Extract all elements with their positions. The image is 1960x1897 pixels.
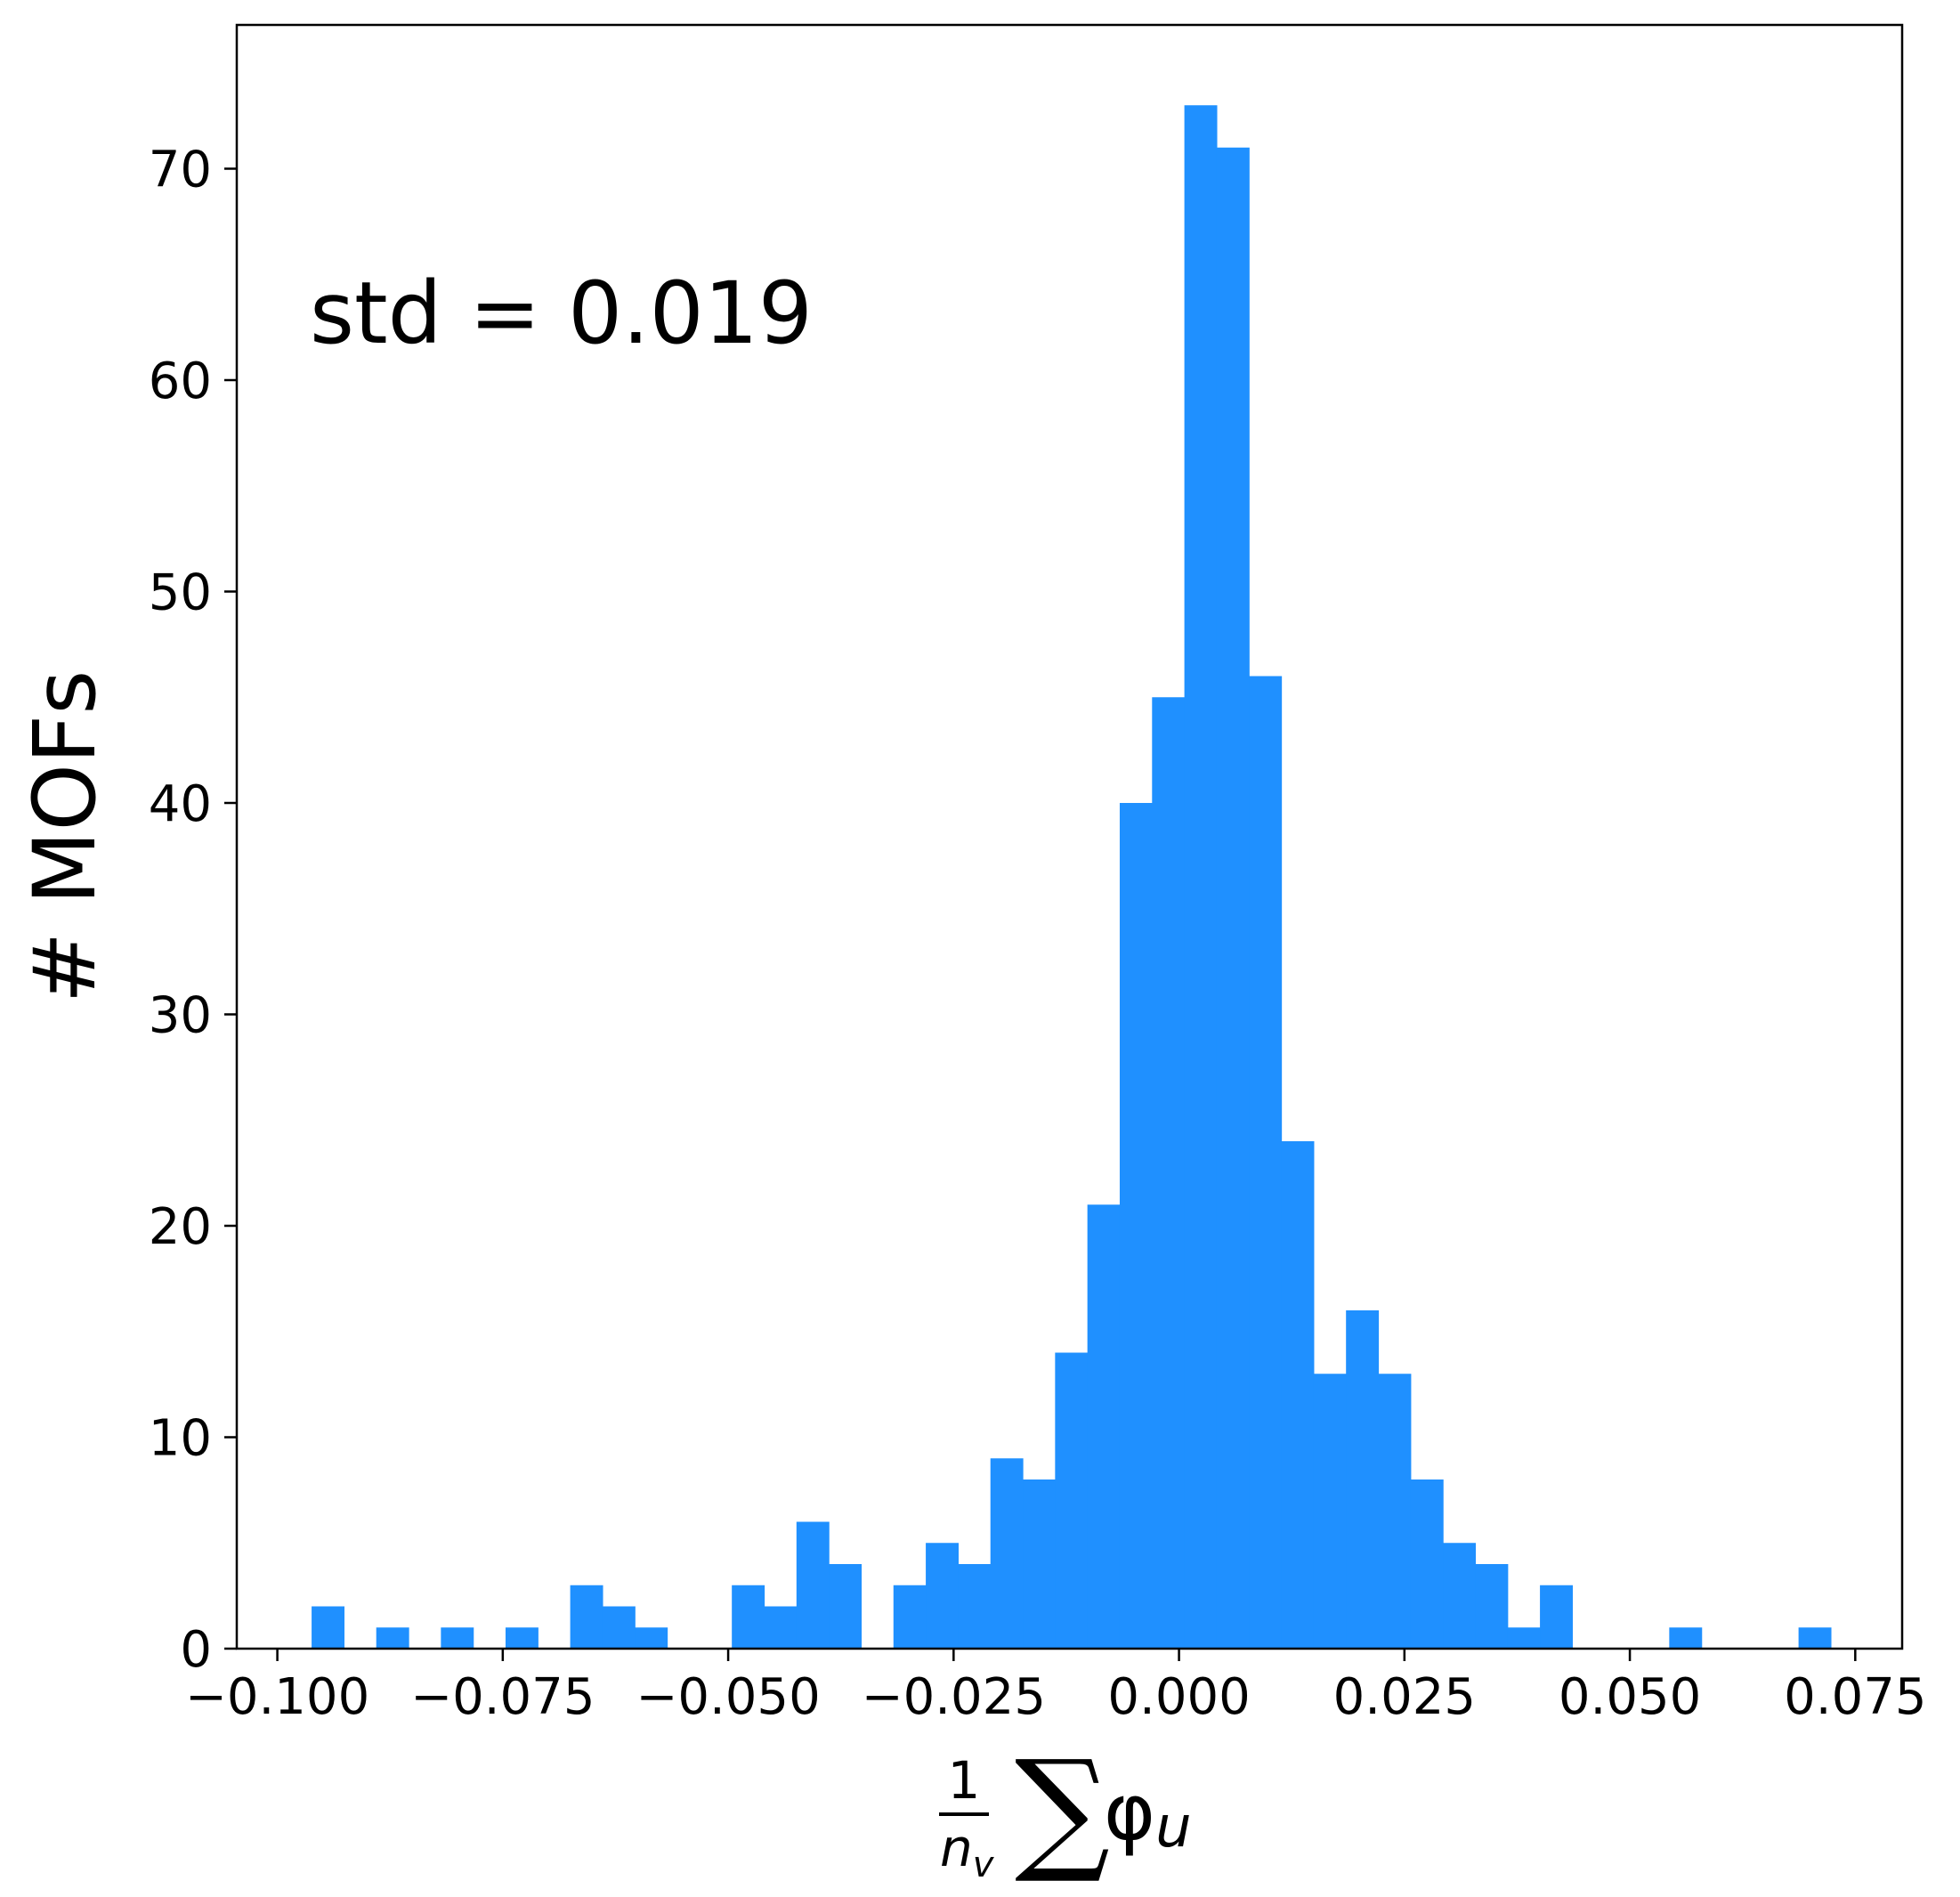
x-axis-ticks: −0.100 −0.075 −0.050 −0.025 0.000 0.025 0.050 0… bbox=[185, 1649, 1926, 1726]
histogram-bar bbox=[1669, 1627, 1703, 1649]
y-tick-label: 70 bbox=[149, 142, 212, 199]
x-label-numerator: 1 bbox=[948, 1750, 981, 1811]
histogram-bar bbox=[1507, 1627, 1541, 1649]
histogram-bar bbox=[990, 1458, 1024, 1649]
histogram-bars bbox=[312, 105, 1832, 1649]
x-label-sum-operator: ∑ bbox=[1015, 1732, 1110, 1887]
histogram-bar bbox=[1443, 1543, 1477, 1649]
histogram-bar bbox=[829, 1564, 863, 1649]
histogram-bar bbox=[570, 1585, 603, 1649]
x-tick-label: 0.025 bbox=[1333, 1668, 1476, 1726]
histogram-bar bbox=[1249, 676, 1283, 1649]
histogram-bar bbox=[1410, 1479, 1444, 1649]
histogram-bar bbox=[1055, 1352, 1089, 1649]
x-tick-label: 0.050 bbox=[1559, 1668, 1701, 1726]
histogram-bar bbox=[1281, 1141, 1315, 1649]
y-tick-label: 20 bbox=[149, 1198, 212, 1256]
y-axis-ticks: 0 10 20 30 40 50 60 70 bbox=[149, 142, 237, 1679]
histogram-bar bbox=[1378, 1374, 1412, 1649]
x-tick-label: 0.000 bbox=[1107, 1668, 1250, 1726]
histogram-bar bbox=[732, 1585, 765, 1649]
y-tick-label: 60 bbox=[149, 353, 212, 410]
histogram-bar bbox=[1216, 147, 1250, 1649]
y-axis-label: # MOFs bbox=[15, 670, 115, 1004]
histogram-bar bbox=[602, 1606, 636, 1649]
histogram-bar bbox=[1313, 1374, 1347, 1649]
y-tick-label: 30 bbox=[149, 987, 212, 1045]
x-label-symbol: φu bbox=[1104, 1766, 1192, 1861]
x-tick-label: −0.050 bbox=[636, 1668, 820, 1726]
std-annotation: std = 0.019 bbox=[310, 263, 813, 363]
y-tick-label: 40 bbox=[149, 775, 212, 833]
histogram-bar bbox=[441, 1627, 474, 1649]
plot-frame bbox=[235, 23, 1904, 1650]
histogram-bar bbox=[1540, 1585, 1573, 1649]
y-tick-label: 10 bbox=[149, 1410, 212, 1468]
histogram-bar bbox=[505, 1627, 539, 1649]
histogram-bar bbox=[958, 1564, 992, 1649]
x-tick-label: −0.075 bbox=[410, 1668, 595, 1726]
x-tick-label: −0.100 bbox=[185, 1668, 369, 1726]
histogram-bar bbox=[1023, 1479, 1056, 1649]
histogram-bar bbox=[312, 1606, 344, 1649]
histogram-bar bbox=[1184, 105, 1218, 1649]
histogram-bar bbox=[796, 1521, 830, 1649]
x-axis-label: 1 nv ∑ φu bbox=[939, 1732, 1192, 1887]
x-tick-label: 0.075 bbox=[1784, 1668, 1926, 1726]
histogram-bar bbox=[1152, 697, 1186, 1649]
histogram-bar bbox=[926, 1543, 959, 1649]
histogram-bar bbox=[764, 1606, 798, 1649]
histogram-bar bbox=[1119, 803, 1153, 1649]
x-label-denominator: nv bbox=[940, 1818, 995, 1885]
y-tick-label: 0 bbox=[180, 1621, 212, 1679]
histogram-bar bbox=[635, 1627, 668, 1649]
histogram-bar bbox=[376, 1627, 409, 1649]
histogram-bar bbox=[1346, 1310, 1380, 1649]
histogram-bar bbox=[893, 1585, 927, 1649]
histogram-bar bbox=[1798, 1627, 1832, 1649]
histogram-bar bbox=[1475, 1564, 1509, 1649]
x-tick-label: −0.025 bbox=[862, 1668, 1046, 1726]
histogram-bar bbox=[1087, 1204, 1121, 1649]
y-tick-label: 50 bbox=[149, 564, 212, 622]
